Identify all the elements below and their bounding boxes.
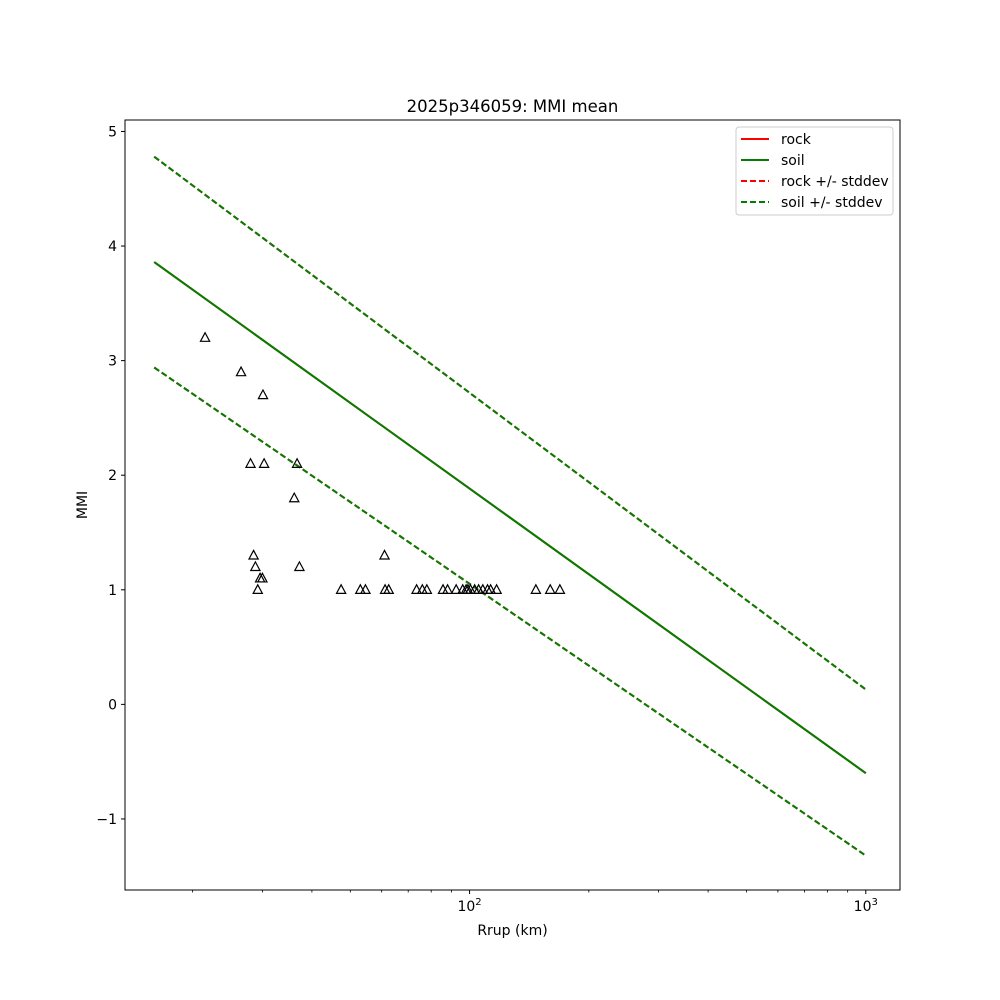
observation-marker (378, 549, 391, 560)
observation-marker (258, 457, 270, 468)
series-line-1 (153, 261, 867, 774)
y-tick-label: 4 (108, 239, 117, 255)
legend-label-2: rock +/- stddev (781, 174, 889, 190)
observation-marker (249, 560, 261, 572)
chart-title: 2025p346059: MMI mean (407, 97, 619, 116)
observation-marker (244, 457, 257, 468)
legend-label-1: soil (781, 153, 805, 169)
observation-marker (530, 583, 542, 594)
plot-data (153, 155, 867, 857)
observation-marker (252, 583, 264, 594)
observation-marker (410, 583, 423, 594)
legend: rock soil rock +/- stddev soil +/- stddev (735, 126, 894, 216)
observation-marker (450, 583, 462, 594)
observation-marker (421, 583, 433, 594)
y-tick-label: 3 (108, 354, 117, 370)
observation-marker (383, 583, 395, 594)
legend-box (735, 126, 894, 216)
observation-marker (247, 549, 260, 560)
observation-marker (554, 583, 566, 594)
legend-label-3: soil +/- stddev (781, 195, 883, 211)
y-tick-label: −1 (96, 812, 117, 828)
axis-ticks: 5 4 3 2 1 0 −1 102 103 (96, 124, 878, 915)
legend-label-0: rock (781, 132, 812, 148)
observation-marker (335, 583, 347, 594)
y-tick-label: 1 (108, 583, 117, 599)
x-tick-label: 103 (854, 897, 878, 915)
observation-marker (441, 583, 454, 594)
observation-marker (293, 560, 306, 572)
x-tick-label: 102 (457, 897, 481, 915)
y-tick-label: 0 (108, 697, 117, 713)
observation-marker (199, 331, 211, 342)
y-tick-label: 5 (108, 124, 117, 140)
plot-frame (124, 119, 901, 891)
observation-marker (544, 583, 556, 594)
x-axis-label: Rrup (km) (477, 923, 547, 939)
series-lower-line-3 (153, 366, 867, 857)
observation-marker (257, 388, 269, 400)
observation-marker (484, 583, 497, 594)
observation-marker (288, 491, 300, 503)
series-upper-line-3 (153, 155, 867, 691)
observation-marker (291, 457, 303, 468)
observation-marker (490, 583, 503, 594)
y-tick-label: 2 (108, 468, 117, 484)
y-axis-label: MMI (75, 491, 91, 519)
observation-marker (235, 365, 247, 377)
observation-marker (359, 583, 372, 594)
observation-marker (256, 572, 269, 583)
